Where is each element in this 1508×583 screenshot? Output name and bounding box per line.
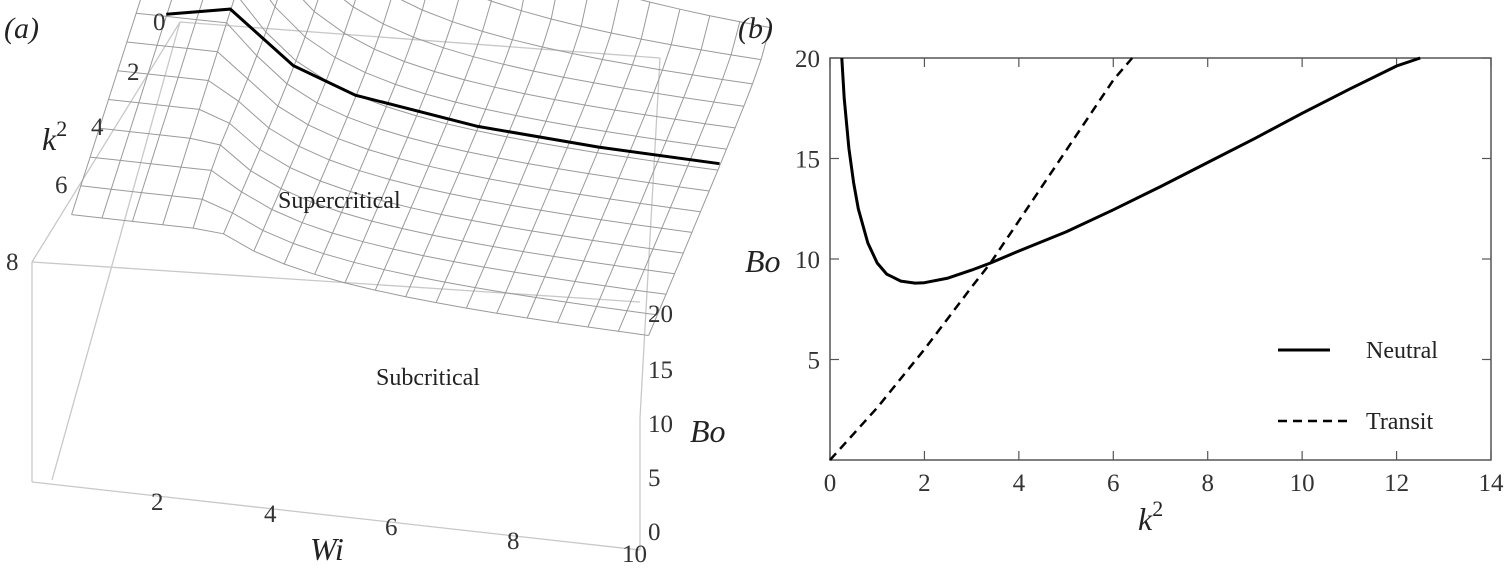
wi-tick-10: 10 — [622, 541, 647, 568]
mesh-line-wi-15 — [526, 1, 651, 319]
mesh-line-k-9 — [117, 70, 692, 233]
wi-tick-2: 2 — [151, 489, 164, 516]
x-tick-label-4: 4 — [1013, 470, 1026, 497]
mesh-line-wi-1 — [101, 0, 173, 219]
bo-a-tick-20: 20 — [648, 301, 673, 328]
wi-tick-4: 4 — [264, 501, 277, 528]
panel-b-frame — [829, 57, 1492, 461]
panel-a-surface-mesh — [71, 0, 771, 336]
legend-neutral-label: Neutral — [1366, 338, 1438, 364]
mesh-line-k-4 — [302, 0, 736, 129]
mesh-line-wi-3 — [162, 0, 235, 225]
mesh-line-wi-16 — [557, 9, 681, 323]
k2-tick-6: 6 — [55, 172, 68, 199]
mesh-line-wi-7 — [283, 0, 392, 265]
bo-a-tick-0: 0 — [648, 519, 661, 546]
panel-b-ylabel: Bo — [745, 243, 781, 279]
panel-a-bo-axis-ticks: 0 5 10 15 20 — [648, 301, 673, 546]
mesh-line-wi-18 — [617, 21, 741, 332]
x-tick-label-10: 10 — [1290, 470, 1315, 497]
k2-axis-superscript: 2 — [56, 116, 67, 141]
panel-b-xlabel: k2 — [1138, 496, 1163, 537]
y-tick-label-20: 20 — [795, 46, 820, 73]
panel-a-transit-curve — [166, 7, 720, 166]
mesh-line-k-14 — [71, 214, 649, 336]
wi-tick-6: 6 — [385, 514, 398, 541]
x-tick-label-2: 2 — [918, 470, 931, 497]
mesh-line-k-5 — [269, 0, 727, 150]
panel-b-xlabel-base: k — [1138, 501, 1153, 537]
mesh-line-wi-6 — [253, 0, 356, 252]
legend-transit-label: Transit — [1366, 409, 1433, 435]
mesh-line-wi-11 — [405, 0, 524, 297]
mesh-line-wi-14 — [496, 0, 620, 314]
k2-tick-8: 8 — [6, 249, 19, 276]
k2-tick-4: 4 — [91, 114, 104, 141]
x-tick-label-14: 14 — [1479, 470, 1505, 497]
y-tick-label-10: 10 — [795, 247, 820, 274]
y-tick-label-15: 15 — [795, 147, 820, 174]
panel-a-wi-axis-title: Wi — [310, 531, 344, 567]
region-label-subcritical: Subcritical — [376, 365, 480, 391]
mesh-line-k-10 — [108, 99, 684, 254]
series-line-neutral — [840, 56, 1421, 285]
mesh-line-k-2 — [400, 0, 753, 85]
x-tick-label-6: 6 — [1107, 470, 1120, 497]
bo-a-tick-10: 10 — [648, 411, 673, 438]
mesh-line-wi-2 — [131, 0, 204, 222]
mesh-line-wi-5 — [223, 0, 319, 234]
mesh-line-k-8 — [126, 41, 701, 213]
panel-a-letter: (a) — [4, 12, 39, 45]
k2-axis-base: k — [42, 121, 57, 157]
bo-a-tick-15: 15 — [648, 357, 673, 384]
mesh-line-wi-17 — [587, 15, 711, 328]
panel-b-xlabel-superscript: 2 — [1152, 496, 1163, 521]
region-label-supercritical: Supercritical — [278, 188, 401, 214]
mesh-line-wi-19 — [648, 27, 771, 336]
panel-b-letter: (b) — [738, 12, 773, 45]
panel-b-tick-labels: 0 2 4 6 8 10 12 14 5 10 15 20 — [795, 46, 1504, 497]
wi-tick-8: 8 — [507, 528, 520, 555]
panel-b-series — [829, 56, 1421, 461]
bo-a-tick-5: 5 — [648, 465, 661, 492]
k2-tick-0: 0 — [153, 9, 166, 36]
panel-a-bo-axis-title: Bo — [690, 413, 726, 449]
x-tick-label-8: 8 — [1201, 470, 1214, 497]
mesh-line-wi-8 — [314, 0, 426, 275]
mesh-line-k-6 — [239, 0, 718, 171]
panel-a-wi-axis-ticks: 2 4 6 8 10 — [151, 489, 647, 568]
panel-b-axis-ticks — [829, 57, 1492, 460]
mesh-line-k-7 — [136, 12, 710, 192]
y-tick-label-5: 5 — [808, 348, 821, 375]
panel-a-surface-plot: (a) Supercritical Subcritical 0 2 4 6 8 … — [4, 0, 771, 568]
mesh-line-wi-13 — [465, 0, 588, 309]
mesh-line-k-12 — [90, 156, 667, 295]
x-tick-label-12: 12 — [1384, 470, 1409, 497]
mesh-line-k-13 — [80, 185, 658, 316]
mesh-line-wi-0 — [71, 0, 141, 215]
x-tick-label-0: 0 — [824, 470, 837, 497]
panel-a-k2-axis-title: k2 — [42, 116, 67, 157]
k2-tick-2: 2 — [127, 59, 140, 86]
series-line-transit — [829, 57, 1134, 461]
panel-a-bounding-box — [31, 21, 661, 551]
panel-b-legend: Neutral Transit — [1278, 338, 1438, 435]
mesh-line-k-1 — [486, 0, 762, 61]
mesh-line-k-3 — [343, 0, 744, 107]
panel-a-k2-axis-ticks: 0 2 4 6 8 — [6, 9, 166, 276]
mesh-line-wi-12 — [435, 0, 556, 303]
mesh-line-k-11 — [99, 127, 675, 275]
mesh-line-wi-10 — [374, 0, 493, 291]
mesh-line-wi-4 — [192, 0, 278, 229]
mesh-line-k-0 — [639, 0, 770, 28]
mesh-line-wi-9 — [344, 0, 459, 284]
